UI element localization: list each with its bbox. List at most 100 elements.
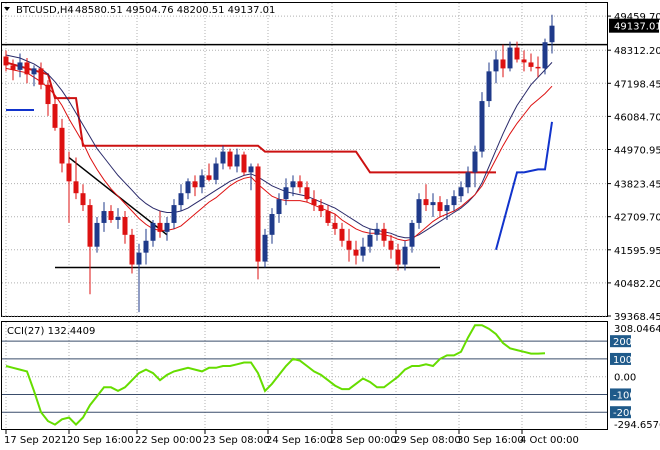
candle[interactable] bbox=[192, 175, 198, 197]
candle[interactable] bbox=[353, 240, 359, 265]
candle[interactable] bbox=[80, 184, 86, 212]
candle[interactable] bbox=[374, 222, 380, 241]
candle[interactable] bbox=[367, 228, 373, 253]
candle[interactable] bbox=[234, 148, 240, 173]
cci-title: CCI(27) 132.4409 bbox=[7, 326, 95, 337]
candle[interactable] bbox=[164, 216, 170, 241]
candle[interactable] bbox=[465, 166, 471, 194]
candle[interactable] bbox=[87, 199, 93, 295]
cci-panel[interactable] bbox=[1, 321, 608, 430]
candle[interactable] bbox=[507, 41, 513, 72]
candle[interactable] bbox=[339, 222, 345, 247]
candle[interactable] bbox=[227, 148, 233, 170]
candle[interactable] bbox=[472, 145, 478, 188]
cci-axis-label: 308.0464 bbox=[614, 324, 660, 335]
candle[interactable] bbox=[45, 80, 51, 116]
candle[interactable] bbox=[402, 240, 408, 271]
candle[interactable] bbox=[437, 196, 443, 217]
candle[interactable] bbox=[136, 243, 142, 313]
candle[interactable] bbox=[409, 219, 415, 253]
candle[interactable] bbox=[17, 53, 23, 78]
candle[interactable] bbox=[318, 199, 324, 217]
candle[interactable] bbox=[395, 243, 401, 271]
candle[interactable] bbox=[122, 211, 128, 244]
time-tick-label: 17 Sep 2021 bbox=[4, 435, 67, 446]
cci-line bbox=[5, 324, 546, 427]
price-tick-label: 49459.70 bbox=[614, 12, 660, 23]
candle[interactable] bbox=[269, 208, 275, 244]
candle[interactable] bbox=[493, 50, 499, 84]
candle[interactable] bbox=[3, 50, 9, 72]
time-tick-label: 28 Sep 00:00 bbox=[330, 435, 397, 446]
candle[interactable] bbox=[59, 118, 65, 173]
candle[interactable] bbox=[283, 178, 289, 206]
stop-line-blue bbox=[495, 121, 553, 250]
candle[interactable] bbox=[444, 199, 450, 220]
candle[interactable] bbox=[108, 205, 114, 223]
candle[interactable] bbox=[430, 193, 436, 217]
triangle-down-icon[interactable] bbox=[4, 7, 10, 11]
cci-level-tag bbox=[610, 388, 631, 401]
price-tick-label: 43823.45 bbox=[614, 180, 660, 191]
candle[interactable] bbox=[101, 202, 107, 232]
cci-lines bbox=[5, 324, 546, 427]
candle[interactable] bbox=[38, 62, 44, 90]
candle[interactable] bbox=[129, 228, 135, 274]
candle[interactable] bbox=[24, 57, 30, 84]
current-price-label: 49137.01 bbox=[614, 22, 660, 33]
candle[interactable] bbox=[381, 222, 387, 247]
candle[interactable] bbox=[514, 41, 520, 63]
candle[interactable] bbox=[262, 228, 268, 268]
main-chart-panel[interactable] bbox=[1, 2, 608, 317]
candle[interactable] bbox=[171, 199, 177, 229]
candle[interactable] bbox=[542, 38, 548, 75]
cci-axis: 200 100 -100 -200 308.0464 0.00 -294.6576 bbox=[610, 324, 660, 431]
candle[interactable] bbox=[143, 228, 149, 265]
time-axis: 17 Sep 2021 20 Sep 16:00 22 Sep 00:00 23 Se… bbox=[4, 430, 579, 446]
candle[interactable] bbox=[451, 190, 457, 212]
candle[interactable] bbox=[73, 157, 79, 200]
candle[interactable] bbox=[325, 205, 331, 226]
candle[interactable] bbox=[248, 163, 254, 191]
candle[interactable] bbox=[31, 65, 37, 87]
candle[interactable] bbox=[304, 181, 310, 203]
candle[interactable] bbox=[528, 53, 534, 72]
price-tick-label: 41595.95 bbox=[614, 246, 660, 257]
candle[interactable] bbox=[199, 169, 205, 194]
candle[interactable] bbox=[535, 56, 541, 78]
candle[interactable] bbox=[311, 190, 317, 212]
candle[interactable] bbox=[178, 184, 184, 212]
price-tick-label: 48312.20 bbox=[614, 46, 660, 57]
candle[interactable] bbox=[360, 237, 366, 262]
time-tick-label: 29 Sep 08:00 bbox=[394, 435, 461, 446]
candle[interactable] bbox=[297, 175, 303, 194]
candle[interactable] bbox=[255, 163, 261, 280]
candle[interactable] bbox=[346, 228, 352, 262]
candle[interactable] bbox=[458, 181, 464, 203]
candle[interactable] bbox=[549, 14, 555, 54]
candle[interactable] bbox=[94, 216, 100, 253]
time-tick-label: 20 Sep 16:00 bbox=[67, 435, 134, 446]
price-axis: 49459.70 48312.20 47198.45 46084.70 44970.95… bbox=[607, 12, 660, 323]
candle[interactable] bbox=[115, 208, 121, 229]
candle[interactable] bbox=[479, 92, 485, 158]
candle[interactable] bbox=[276, 193, 282, 223]
candle[interactable] bbox=[416, 193, 422, 229]
candle[interactable] bbox=[521, 50, 527, 72]
candle[interactable] bbox=[500, 44, 506, 78]
candle[interactable] bbox=[206, 163, 212, 182]
candle[interactable] bbox=[241, 151, 247, 176]
candle[interactable] bbox=[213, 157, 219, 185]
candle[interactable] bbox=[290, 175, 296, 197]
candle[interactable] bbox=[220, 145, 226, 170]
candle[interactable] bbox=[10, 59, 16, 81]
candle[interactable] bbox=[423, 184, 429, 212]
candle[interactable] bbox=[157, 211, 163, 238]
candle[interactable] bbox=[388, 234, 394, 259]
candle[interactable] bbox=[486, 62, 492, 108]
candle[interactable] bbox=[332, 214, 338, 235]
candle[interactable] bbox=[185, 178, 191, 200]
candle[interactable] bbox=[150, 219, 156, 247]
candle[interactable] bbox=[66, 151, 72, 223]
candle[interactable] bbox=[52, 98, 58, 131]
